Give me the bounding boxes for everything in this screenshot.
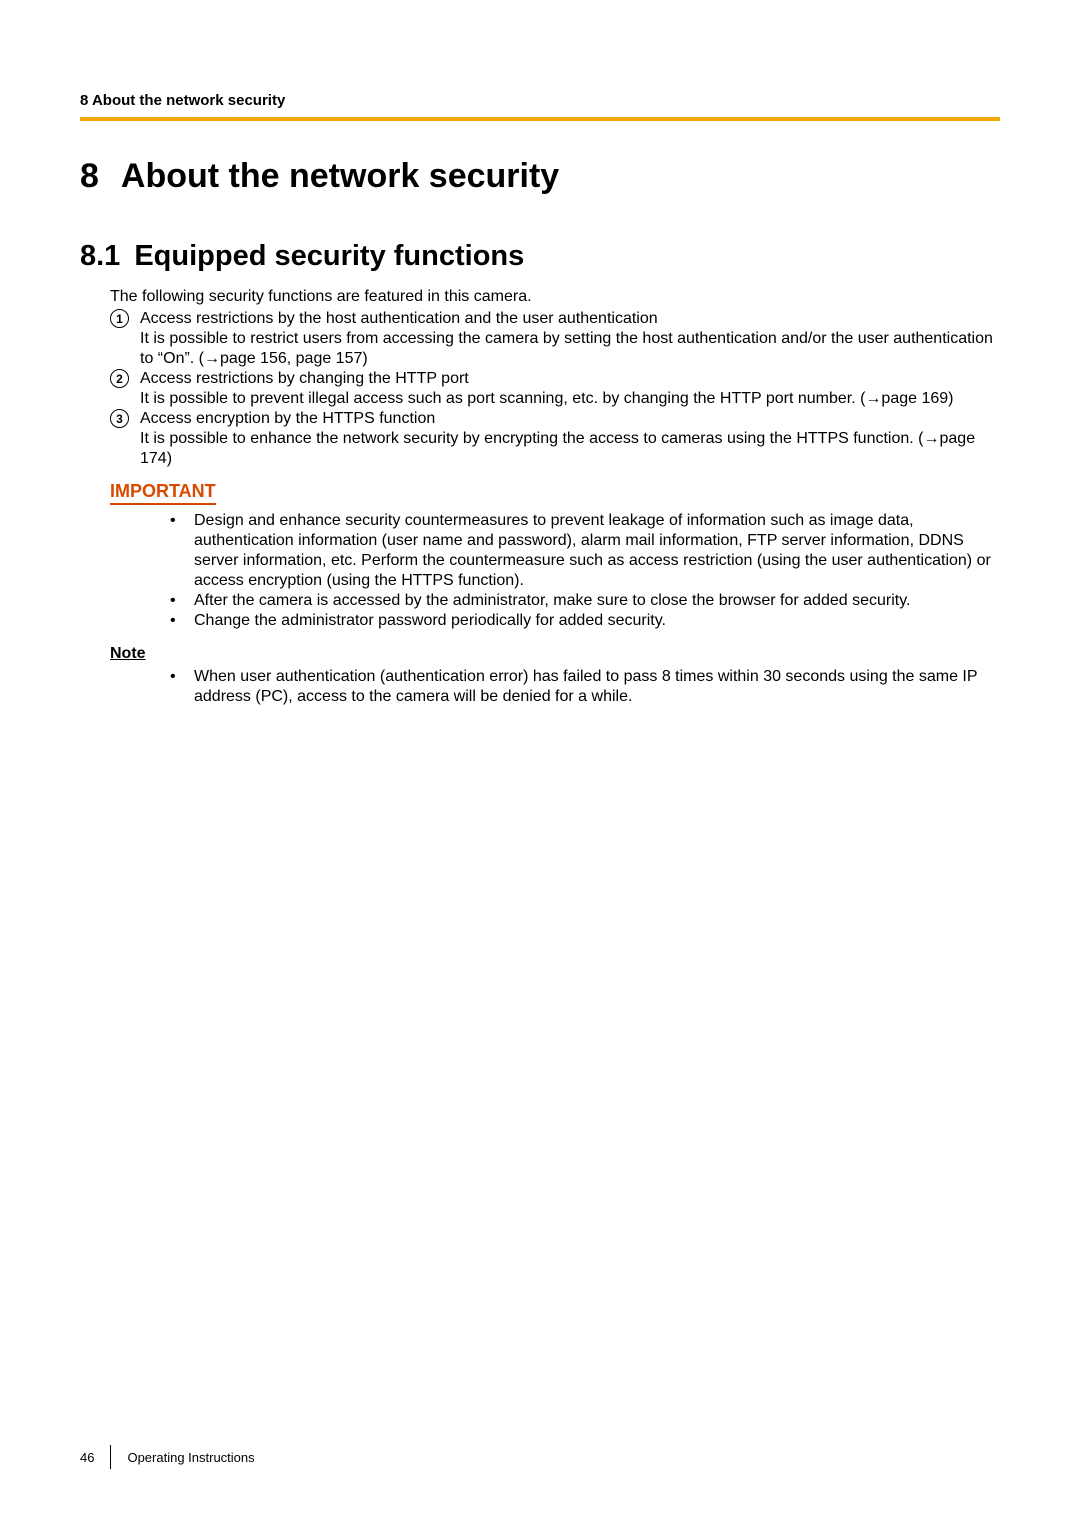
arrow-icon — [865, 390, 881, 407]
accent-rule — [80, 117, 1000, 121]
arrow-icon — [924, 430, 940, 447]
item-page-ref: page 156, page 157) — [220, 350, 368, 367]
footer-divider — [110, 1445, 111, 1469]
doc-title: Operating Instructions — [127, 1450, 254, 1465]
running-header: 8 About the network security — [80, 92, 1000, 109]
note-list: When user authentication (authentication… — [110, 667, 1000, 707]
intro-text: The following security functions are fea… — [110, 287, 1000, 307]
circled-number-icon: 1 — [110, 309, 129, 328]
item-detail: It is possible to restrict users from ac… — [140, 329, 1000, 369]
chapter-heading: 8 About the network security — [80, 157, 1000, 196]
section-content: The following security functions are fea… — [80, 287, 1000, 707]
list-item: 3 Access encryption by the HTTPS functio… — [110, 409, 1000, 469]
item-detail-text: It is possible to prevent illegal access… — [140, 390, 865, 407]
item-detail-text: It is possible to enhance the network se… — [140, 430, 924, 447]
page-footer: 46 Operating Instructions — [80, 1445, 255, 1469]
list-item: 1 Access restrictions by the host authen… — [110, 309, 1000, 369]
page-number: 46 — [80, 1450, 110, 1465]
important-list: Design and enhance security countermeasu… — [110, 511, 1000, 631]
note-label: Note — [110, 645, 146, 663]
list-item: 2 Access restrictions by changing the HT… — [110, 369, 1000, 409]
section-number: 8.1 — [80, 240, 120, 273]
list-item: Change the administrator password period… — [170, 611, 1000, 631]
section-title: Equipped security functions — [134, 240, 524, 272]
section-heading: 8.1 Equipped security functions — [80, 240, 1000, 273]
item-detail: It is possible to prevent illegal access… — [140, 389, 1000, 409]
arrow-icon — [204, 350, 220, 367]
item-title: Access encryption by the HTTPS function — [140, 409, 1000, 429]
chapter-number: 8 — [80, 157, 99, 196]
item-page-ref: page 169) — [881, 390, 953, 407]
page: 8 About the network security 8 About the … — [0, 0, 1080, 1527]
list-item: Design and enhance security countermeasu… — [170, 511, 1000, 591]
numbered-list: 1 Access restrictions by the host authen… — [110, 309, 1000, 469]
list-item: After the camera is accessed by the admi… — [170, 591, 1000, 611]
item-detail: It is possible to enhance the network se… — [140, 429, 1000, 469]
list-item: When user authentication (authentication… — [170, 667, 1000, 707]
circled-number-icon: 3 — [110, 409, 129, 428]
circled-number-icon: 2 — [110, 369, 129, 388]
chapter-title: About the network security — [121, 157, 559, 195]
item-title: Access restrictions by the host authenti… — [140, 309, 1000, 329]
item-title: Access restrictions by changing the HTTP… — [140, 369, 1000, 389]
important-label: IMPORTANT — [110, 481, 216, 505]
